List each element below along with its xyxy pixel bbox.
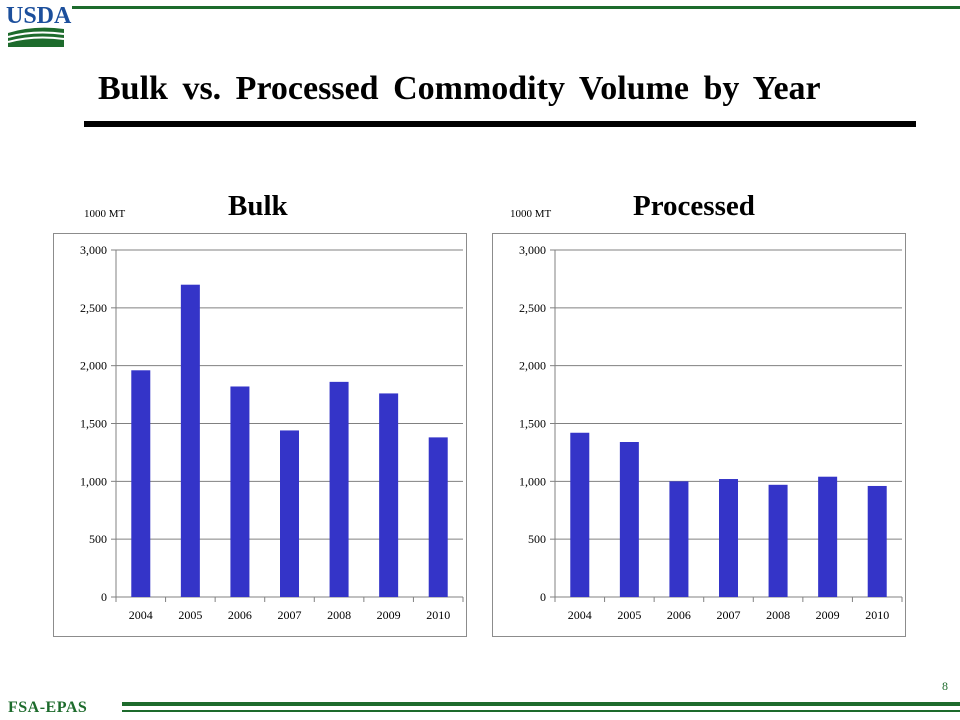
bulk-x-tick-label: 2009	[377, 608, 401, 622]
bulk-x-tick-label: 2005	[178, 608, 202, 622]
bulk-x-tick-label: 2008	[327, 608, 351, 622]
bulk-x-tick-label: 2010	[426, 608, 450, 622]
processed-unit-label: 1000 MT	[510, 208, 552, 220]
processed-x-tick-label: 2008	[766, 608, 790, 622]
processed-bar-2007	[719, 479, 738, 597]
processed-y-tick-label: 0	[540, 590, 546, 604]
bulk-x-tick-label: 2004	[129, 608, 153, 622]
usda-logo-swoosh	[7, 27, 65, 47]
bulk-x-tick-label: 2007	[278, 608, 302, 622]
processed-x-tick-label: 2009	[816, 608, 840, 622]
footer-rule-thick	[122, 702, 960, 706]
processed-chart-frame	[492, 233, 906, 637]
processed-x-tick-label: 2010	[865, 608, 889, 622]
processed-x-tick-label: 2004	[568, 608, 592, 622]
processed-x-tick-label: 2005	[617, 608, 641, 622]
bulk-y-tick-label: 1,500	[80, 417, 107, 431]
bulk-bar-2007	[280, 430, 299, 597]
bulk-y-tick-label: 3,000	[80, 243, 107, 257]
processed-y-tick-label: 2,500	[519, 301, 546, 315]
usda-logo-text: USDA	[6, 3, 72, 29]
bulk-y-tick-label: 2,000	[80, 359, 107, 373]
page-title: Bulk vs. Processed Commodity Volume by Y…	[98, 70, 821, 107]
bulk-bar-2010	[428, 437, 448, 597]
processed-bar-2008	[768, 484, 788, 597]
processed-bar-2010	[867, 485, 887, 597]
processed-bar-2009	[818, 476, 838, 597]
processed-bar-2005	[619, 442, 639, 597]
bulk-y-tick-label: 2,500	[80, 301, 107, 315]
bulk-bar-2005	[180, 284, 200, 597]
bulk-bar-2009	[379, 393, 399, 597]
bulk-chart-title: Bulk	[228, 190, 288, 222]
page-number: 8	[942, 679, 948, 693]
footer-agency: FSA-EPAS	[8, 699, 88, 716]
processed-y-tick-label: 3,000	[519, 243, 546, 257]
bulk-bar-2006	[230, 386, 250, 597]
processed-y-tick-label: 1,000	[519, 474, 546, 488]
processed-x-tick-label: 2006	[667, 608, 691, 622]
top-rule	[72, 6, 960, 9]
processed-x-tick-label: 2007	[717, 608, 741, 622]
usda-logo: USDA	[4, 3, 71, 49]
processed-bar-2006	[669, 481, 689, 597]
processed-chart: 0 500 1,000 1,500 2,000 2,500 3,000 2004 2005 200…	[492, 233, 906, 637]
bulk-chart-frame	[53, 233, 467, 637]
footer-rule-thin	[122, 710, 960, 712]
title-underline	[84, 121, 916, 127]
bulk-bar-2004	[131, 370, 151, 597]
bulk-y-tick-label: 500	[89, 532, 107, 546]
bulk-bar-2008	[329, 381, 349, 597]
processed-chart-title: Processed	[633, 190, 755, 222]
processed-y-tick-label: 500	[528, 532, 546, 546]
bulk-x-tick-label: 2006	[228, 608, 252, 622]
processed-y-tick-label: 1,500	[519, 417, 546, 431]
bulk-y-tick-label: 0	[101, 590, 107, 604]
processed-y-tick-label: 2,000	[519, 359, 546, 373]
bulk-unit-label: 1000 MT	[84, 208, 126, 220]
bulk-chart: 0 500 1,000 1,500 2,000 2,500 3,000 2004 2005 200…	[53, 233, 467, 637]
bulk-y-tick-label: 1,000	[80, 474, 107, 488]
processed-bar-2004	[570, 432, 590, 597]
